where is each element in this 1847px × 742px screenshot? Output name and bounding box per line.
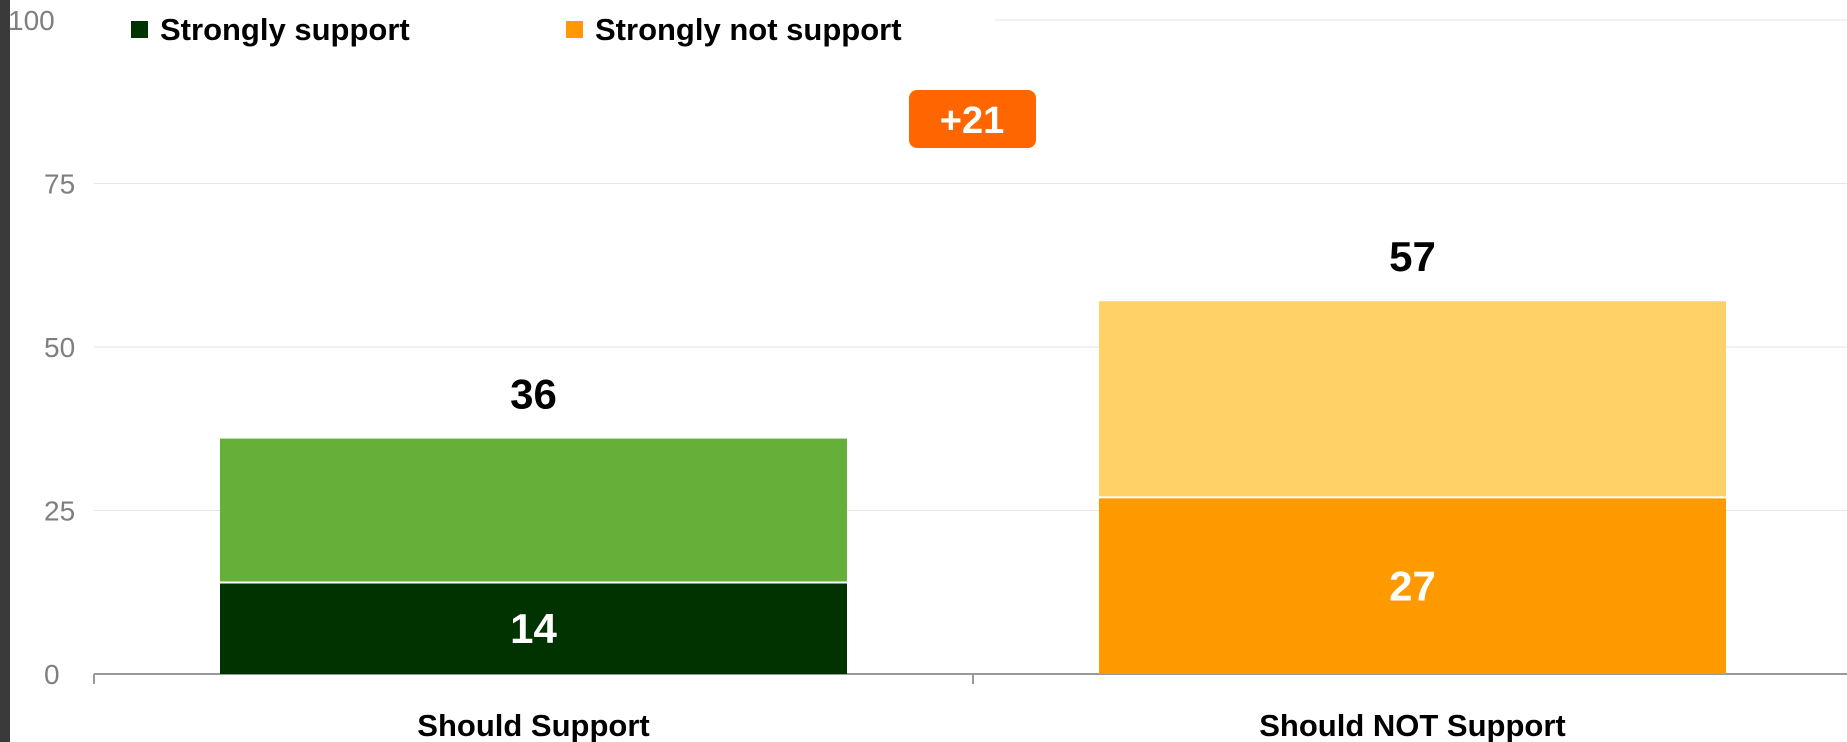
segment-label-0: 14 bbox=[510, 605, 557, 652]
legend: Strongly support Strongly not support bbox=[131, 12, 902, 47]
x-category-label-0: Should Support bbox=[417, 708, 649, 742]
y-tick-label-75: 75 bbox=[44, 169, 75, 200]
bars bbox=[220, 301, 1726, 674]
bar-strong-1 bbox=[1099, 497, 1726, 674]
difference-badge: +21 bbox=[909, 90, 1036, 148]
y-tick-label-25: 25 bbox=[44, 496, 75, 527]
legend-label-strongly-not-support: Strongly not support bbox=[595, 12, 902, 47]
total-label-0: 36 bbox=[510, 371, 557, 418]
y-tick-label-50: 50 bbox=[44, 332, 75, 363]
legend-swatch-strongly-support bbox=[131, 21, 148, 38]
legend-swatch-strongly-not-support bbox=[566, 21, 583, 38]
bar-other-0 bbox=[220, 438, 847, 583]
data-labels: 36 14 Should Support 57 27 Should NOT Support bbox=[417, 233, 1565, 742]
bar-other-1 bbox=[1099, 301, 1726, 498]
y-tick-label-0: 0 bbox=[44, 659, 60, 690]
x-category-label-1: Should NOT Support bbox=[1259, 708, 1566, 742]
total-label-1: 57 bbox=[1389, 233, 1436, 280]
window-edge bbox=[0, 0, 10, 742]
y-tick-label-100: 100 bbox=[8, 5, 55, 36]
bar-strong-0 bbox=[220, 582, 847, 674]
legend-label-strongly-support: Strongly support bbox=[160, 12, 410, 47]
segment-label-1: 27 bbox=[1389, 563, 1436, 610]
difference-badge-box bbox=[909, 90, 1036, 148]
difference-label: +21 bbox=[940, 100, 1004, 142]
